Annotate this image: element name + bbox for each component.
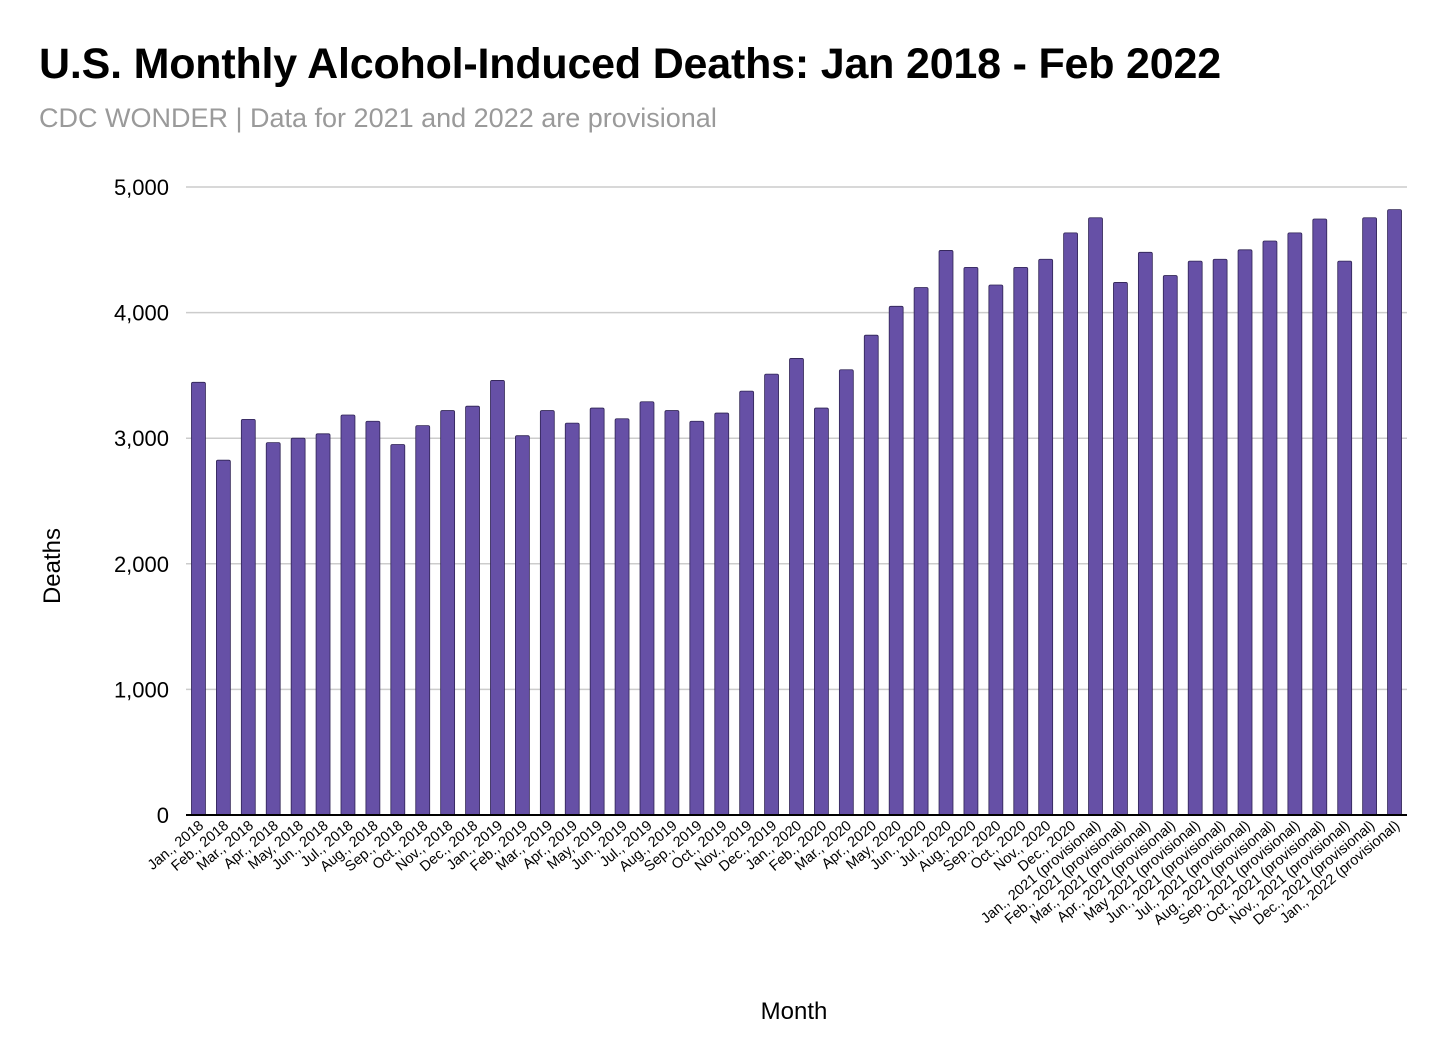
bar bbox=[1187, 260, 1203, 816]
bar bbox=[988, 284, 1004, 816]
bar bbox=[814, 407, 829, 816]
bar bbox=[390, 444, 406, 816]
bar bbox=[490, 380, 505, 816]
bars bbox=[191, 209, 1402, 816]
bar bbox=[1237, 249, 1253, 816]
bar bbox=[539, 410, 555, 816]
bar bbox=[1113, 282, 1128, 816]
bar bbox=[1212, 258, 1228, 816]
bar bbox=[664, 410, 680, 816]
bar bbox=[1162, 275, 1178, 816]
bar bbox=[216, 459, 231, 816]
bar bbox=[689, 420, 705, 816]
y-tick-label: 3,000 bbox=[114, 426, 169, 451]
y-axis-label: Deaths bbox=[39, 528, 66, 604]
y-tick-label: 5,000 bbox=[114, 175, 169, 200]
bar bbox=[938, 250, 954, 816]
bar bbox=[838, 369, 854, 816]
bar bbox=[315, 433, 331, 816]
y-tick-label: 4,000 bbox=[114, 301, 169, 326]
bar bbox=[1387, 209, 1402, 816]
bar bbox=[639, 401, 655, 816]
bar bbox=[340, 414, 356, 816]
bar bbox=[365, 420, 381, 816]
bar bbox=[1063, 232, 1078, 816]
bar bbox=[415, 425, 431, 816]
bar bbox=[714, 412, 730, 816]
bar bbox=[888, 305, 904, 816]
bar bbox=[963, 266, 979, 816]
bar bbox=[913, 287, 929, 816]
bar bbox=[614, 418, 630, 816]
bar bbox=[1137, 251, 1153, 816]
bar bbox=[589, 407, 605, 816]
bar bbox=[240, 418, 256, 816]
y-axis-ticks: 0 1,000 2,000 3,000 4,000 5,000 bbox=[114, 175, 169, 828]
chart-title: U.S. Monthly Alcohol-Induced Deaths: Jan… bbox=[39, 40, 1221, 88]
bar bbox=[1312, 218, 1328, 816]
bar bbox=[1262, 240, 1278, 816]
bar bbox=[465, 405, 480, 816]
bar bbox=[564, 422, 580, 816]
bar bbox=[1287, 232, 1303, 816]
bar bbox=[1038, 258, 1054, 816]
y-tick-label: 0 bbox=[157, 803, 169, 828]
bar bbox=[1088, 217, 1103, 816]
bar bbox=[290, 437, 306, 816]
bar bbox=[1337, 260, 1353, 816]
bar bbox=[1013, 266, 1029, 816]
bar bbox=[764, 373, 779, 816]
bar bbox=[440, 410, 456, 816]
bar bbox=[739, 390, 755, 816]
bar bbox=[191, 381, 206, 816]
bar bbox=[863, 334, 879, 816]
x-axis-label: Month bbox=[761, 998, 828, 1025]
chart-subtitle: CDC WONDER | Data for 2021 and 2022 are … bbox=[39, 103, 717, 133]
bar bbox=[789, 358, 804, 816]
bar bbox=[265, 442, 281, 816]
y-tick-label: 1,000 bbox=[114, 677, 169, 702]
bar bbox=[515, 435, 530, 816]
bar bbox=[1362, 217, 1377, 816]
y-tick-label: 2,000 bbox=[114, 552, 169, 577]
